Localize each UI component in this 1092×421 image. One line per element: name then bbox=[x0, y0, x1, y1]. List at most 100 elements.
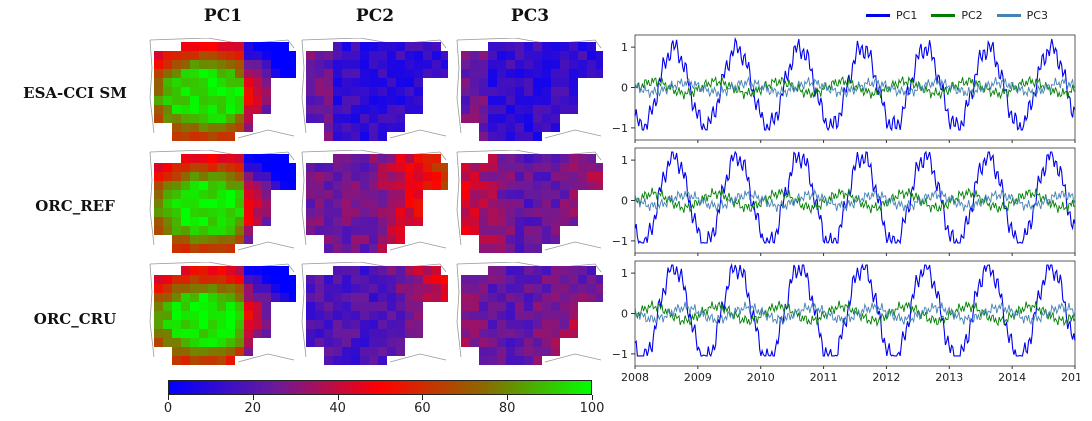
map-cell bbox=[226, 96, 235, 105]
map-cell bbox=[324, 320, 333, 329]
map-cell bbox=[470, 199, 479, 208]
map-cell bbox=[506, 114, 515, 123]
map-cell bbox=[378, 154, 387, 163]
map-cell bbox=[217, 69, 226, 78]
map-cell bbox=[262, 190, 271, 199]
map-cell bbox=[423, 60, 432, 69]
map-cell bbox=[235, 266, 244, 275]
map-cell bbox=[497, 114, 506, 123]
map-cell bbox=[587, 293, 596, 302]
map-cell bbox=[208, 190, 217, 199]
map-cell bbox=[396, 347, 405, 356]
map-cell bbox=[271, 172, 280, 181]
map-cell bbox=[515, 114, 524, 123]
map-cell bbox=[533, 87, 542, 96]
x-tick-label: 2015 bbox=[1061, 371, 1080, 384]
map-cell bbox=[333, 284, 342, 293]
map-cell bbox=[235, 51, 244, 60]
map-cell bbox=[405, 199, 414, 208]
map-cell bbox=[488, 226, 497, 235]
map-cell bbox=[560, 217, 569, 226]
map-cell bbox=[488, 235, 497, 244]
map-cell bbox=[181, 87, 190, 96]
map-cell bbox=[351, 338, 360, 347]
map-cell bbox=[488, 217, 497, 226]
map-cell bbox=[533, 123, 542, 132]
map-cell bbox=[351, 132, 360, 141]
map-cell bbox=[208, 347, 217, 356]
map-cell bbox=[360, 311, 369, 320]
colorbar-tickmark bbox=[337, 395, 339, 400]
map-cell bbox=[488, 181, 497, 190]
map-cell bbox=[163, 114, 172, 123]
map-cell bbox=[461, 338, 470, 347]
map-cell bbox=[360, 208, 369, 217]
map-cell bbox=[479, 244, 488, 253]
map-cell bbox=[315, 114, 324, 123]
map-cell bbox=[351, 105, 360, 114]
map-cell bbox=[154, 338, 163, 347]
map-cell bbox=[488, 69, 497, 78]
map-cell bbox=[199, 356, 208, 365]
map-cell bbox=[542, 302, 551, 311]
map-cell bbox=[262, 60, 271, 69]
map-cell bbox=[596, 69, 603, 78]
map-cell bbox=[405, 190, 414, 199]
map-cell bbox=[405, 51, 414, 60]
map-cell bbox=[387, 338, 396, 347]
map-cell bbox=[342, 163, 351, 172]
map-cell bbox=[315, 217, 324, 226]
map-cell bbox=[360, 172, 369, 181]
map-cell bbox=[351, 87, 360, 96]
legend-swatch-pc2 bbox=[931, 14, 956, 17]
map-cell bbox=[253, 42, 262, 51]
map-cell bbox=[369, 329, 378, 338]
colorbar-tick-label: 80 bbox=[498, 401, 516, 416]
map-cell bbox=[533, 284, 542, 293]
map-cell bbox=[524, 154, 533, 163]
map-cell bbox=[524, 356, 533, 365]
map-cell bbox=[172, 347, 181, 356]
map-cell bbox=[208, 302, 217, 311]
map-cell bbox=[208, 320, 217, 329]
map-cell bbox=[360, 356, 369, 365]
map-cell bbox=[351, 190, 360, 199]
map-cell bbox=[378, 60, 387, 69]
map-cell bbox=[387, 96, 396, 105]
map-cell bbox=[396, 154, 405, 163]
map-cell bbox=[533, 172, 542, 181]
map-cell bbox=[181, 181, 190, 190]
map-cell bbox=[414, 96, 423, 105]
map-cell bbox=[235, 329, 244, 338]
map-cell bbox=[497, 132, 506, 141]
map-cell bbox=[542, 199, 551, 208]
map-cell bbox=[396, 42, 405, 51]
map-cell bbox=[324, 123, 333, 132]
map-cell bbox=[360, 190, 369, 199]
map-cell bbox=[524, 132, 533, 141]
map-cell bbox=[253, 190, 262, 199]
map-cell bbox=[524, 302, 533, 311]
map-cell bbox=[533, 132, 542, 141]
map-cell bbox=[226, 51, 235, 60]
map-cell bbox=[387, 105, 396, 114]
map-cell bbox=[470, 226, 479, 235]
map-cell bbox=[378, 69, 387, 78]
map-cell bbox=[226, 114, 235, 123]
map-cell bbox=[181, 42, 190, 51]
map-cell bbox=[333, 60, 342, 69]
map-cell bbox=[479, 181, 488, 190]
map-cell bbox=[208, 275, 217, 284]
map-cell bbox=[360, 42, 369, 51]
map-cell bbox=[235, 275, 244, 284]
map-cell bbox=[560, 51, 569, 60]
map-cell bbox=[208, 96, 217, 105]
map-cell bbox=[542, 87, 551, 96]
map-cell bbox=[280, 275, 289, 284]
map-cell bbox=[479, 87, 488, 96]
map-cell bbox=[542, 320, 551, 329]
map-cell bbox=[551, 226, 560, 235]
map-cell bbox=[351, 154, 360, 163]
map-cell bbox=[351, 217, 360, 226]
map-cell bbox=[378, 320, 387, 329]
